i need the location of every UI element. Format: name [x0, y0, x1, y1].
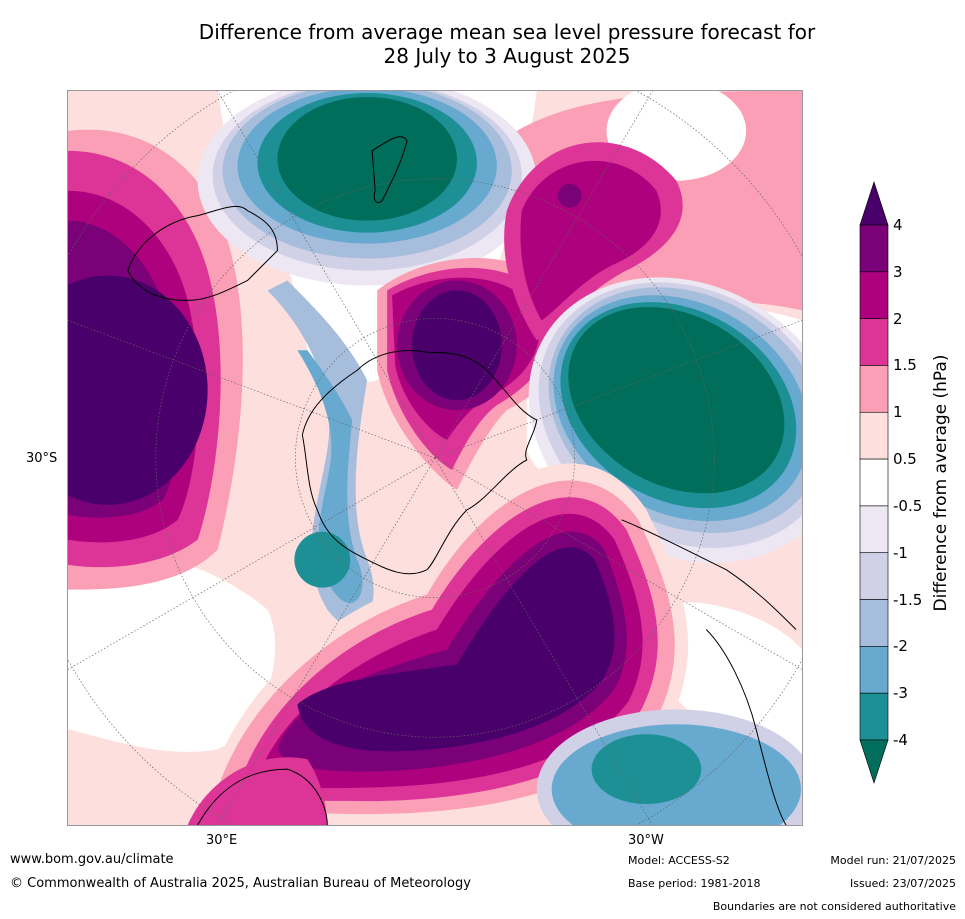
- coastlines: [127, 136, 797, 825]
- field-nz-neg4: [277, 96, 457, 221]
- field-east-neg4: [568, 307, 785, 494]
- graticule: [68, 91, 802, 825]
- colorbar-title: Difference from average (hPa): [931, 354, 951, 612]
- map-title: Difference from average mean sea level p…: [0, 20, 965, 68]
- colorbar-tick-label: 1: [893, 403, 903, 422]
- lat-label-30s: 30°S: [26, 451, 58, 466]
- colorbar-top-arrow: [859, 181, 889, 226]
- colorbar-band: [859, 411, 889, 460]
- colorbar-band: [859, 365, 889, 413]
- field-west-pos4: [68, 275, 208, 505]
- coast-africa: [197, 768, 328, 825]
- footer-disclaimer: Boundaries are not considered authoritat…: [712, 900, 956, 913]
- coast-nz: [371, 136, 408, 204]
- colorbar-bands: [859, 224, 889, 741]
- field-ne-pos2: [520, 160, 661, 321]
- field-south-pos4: [297, 547, 615, 752]
- colorbar-tick-label: -2: [893, 637, 908, 656]
- footer-model: Model: ACCESS-S2: [628, 854, 730, 867]
- field-sw-pos15: [187, 757, 328, 825]
- field-central-neg2: [297, 350, 363, 603]
- footer-base-period: Base period: 1981-2018: [628, 877, 761, 890]
- colorbar-tick-label: 0.5: [893, 450, 917, 469]
- footer-copyright: © Commonwealth of Australia 2025, Austra…: [10, 876, 471, 891]
- pressure-anomaly-map: [67, 90, 803, 826]
- field-white-west: [68, 552, 276, 752]
- colorbar-band: [859, 505, 889, 554]
- colorbar-tick-label: 3: [893, 262, 903, 281]
- colorbar-tick-label: 2: [893, 309, 903, 328]
- colorbar-bottom-arrow: [859, 739, 889, 784]
- colorbar-band: [859, 646, 889, 694]
- field-se-neg3: [591, 734, 702, 805]
- colorbar-tick-label: 1.5: [893, 356, 917, 375]
- colorbar-tick-label: -1: [893, 543, 908, 562]
- colorbar-band: [859, 271, 889, 319]
- coast-australia: [127, 206, 278, 301]
- title-line-1: Difference from average mean sea level p…: [198, 20, 816, 44]
- colorbar-band: [859, 318, 889, 366]
- lon-label-30w: 30°W: [628, 833, 664, 848]
- colorbar-band: [859, 692, 889, 741]
- footer-issued: Issued: 23/07/2025: [849, 877, 956, 890]
- field-central-neg3: [294, 531, 351, 588]
- colorbar-tick-label: 4: [893, 216, 903, 234]
- colorbar-band: [859, 552, 889, 600]
- field-ant-pos4: [412, 290, 502, 401]
- colorbar-tick-label: -4: [893, 731, 908, 749]
- field-ne-pos3: [557, 183, 582, 208]
- footer-model-run: Model run: 21/07/2025: [830, 854, 956, 867]
- colorbar: [859, 181, 889, 784]
- colorbar-tick-label: -1.5: [893, 590, 923, 609]
- colorbar-band: [859, 458, 889, 507]
- colorbar-band: [859, 599, 889, 647]
- coast-south-america: [621, 519, 797, 825]
- lon-label-30e: 30°E: [206, 833, 238, 848]
- coast-antarctica: [301, 350, 538, 575]
- title-line-2: 28 July to 3 August 2025: [383, 44, 631, 68]
- footer-website: www.bom.gov.au/climate: [10, 852, 174, 867]
- colorbar-band: [859, 224, 889, 273]
- colorbar-tick-label: -3: [893, 684, 908, 703]
- colorbar-tick-label: -0.5: [893, 496, 923, 515]
